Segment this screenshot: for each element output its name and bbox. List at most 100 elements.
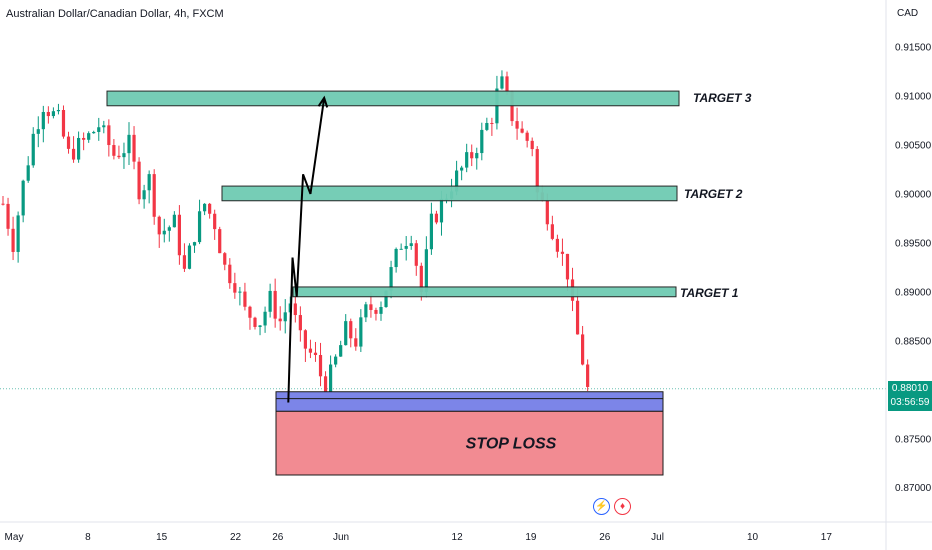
candle-body <box>238 291 242 293</box>
lightning-icon[interactable]: ⚡ <box>593 498 610 515</box>
candle-body <box>172 214 176 228</box>
candle-body <box>490 122 494 124</box>
price-tick-label: 0.91500 <box>895 43 932 54</box>
candle-body <box>182 255 187 269</box>
candle-body <box>56 109 61 112</box>
candle-body <box>87 133 91 140</box>
candle-body <box>213 213 217 230</box>
candle-body <box>298 315 302 331</box>
time-tick-label: 17 <box>821 532 833 543</box>
candle-body <box>258 325 262 327</box>
price-tick-label: 0.87000 <box>895 483 932 494</box>
candle-body <box>318 355 323 377</box>
candle-body <box>389 267 393 291</box>
candle-body <box>575 300 580 335</box>
candle-body <box>137 161 141 200</box>
candle-body <box>293 303 297 316</box>
stop-loss-label: STOP LOSS <box>466 436 557 453</box>
candle-body <box>329 364 333 400</box>
candle-body <box>394 248 398 268</box>
zone-stop-loss <box>275 410 664 476</box>
candle-body <box>535 149 539 193</box>
time-tick-label: 8 <box>85 532 91 543</box>
candle-body <box>66 136 71 149</box>
candle-body <box>127 134 131 154</box>
candle-body <box>404 246 408 249</box>
candle-body <box>41 111 45 130</box>
candle-body <box>545 200 549 225</box>
candle-body <box>132 134 136 162</box>
candle-body <box>97 127 101 132</box>
candle-body <box>82 137 86 140</box>
time-tick-label: 26 <box>272 532 284 543</box>
canada-flag-icon[interactable]: ♦ <box>614 498 631 515</box>
candle-body <box>369 304 373 310</box>
candle-body <box>31 133 35 166</box>
time-tick-label: Jul <box>651 532 664 543</box>
projection-arrowhead <box>317 95 329 108</box>
chart-title: Australian Dollar/Canadian Dollar, 4h, F… <box>6 8 224 20</box>
candle-body <box>414 243 418 266</box>
candle-body <box>92 131 96 134</box>
candle-body <box>455 170 459 192</box>
candle-body <box>485 122 489 130</box>
candle-body <box>228 264 232 284</box>
price-tick-label: 0.89000 <box>895 287 932 298</box>
candle-body <box>313 352 318 356</box>
time-tick-label: 19 <box>525 532 537 543</box>
candle-body <box>11 228 15 252</box>
time-tick-label: 26 <box>599 532 611 543</box>
candle-body <box>1 203 5 205</box>
candle-body <box>323 376 328 400</box>
time-tick-label: 10 <box>747 532 759 543</box>
candle-body <box>500 76 504 89</box>
price-tick-label: 0.88500 <box>895 336 932 347</box>
target-3-label: TARGET 3 <box>693 91 752 105</box>
candle-body <box>21 180 25 216</box>
candle-body <box>177 214 181 256</box>
candle-body <box>162 230 166 235</box>
price-tick-label: 0.90000 <box>895 189 932 200</box>
candle-body <box>243 291 247 307</box>
candle-body <box>208 203 212 214</box>
candles <box>1 70 590 406</box>
current-price-value: 0.88010 <box>891 383 929 394</box>
candle-body <box>253 317 257 327</box>
projection-line <box>287 97 326 403</box>
candle-body <box>555 238 559 252</box>
candle-body <box>197 211 202 243</box>
zone-target-2 <box>221 185 678 202</box>
candle-body <box>283 312 287 322</box>
candle-body <box>71 148 76 160</box>
candle-body <box>167 227 171 231</box>
candle-body <box>460 167 464 171</box>
price-tick-label: 0.91000 <box>895 91 932 102</box>
candle-body <box>278 318 282 322</box>
candle-body <box>152 174 156 217</box>
candle-body <box>384 290 388 308</box>
candle-body <box>36 129 40 134</box>
candle-body <box>374 309 378 314</box>
candle-body <box>520 128 524 133</box>
candle-countdown: 03:56:59 <box>890 397 930 408</box>
candle-body <box>465 152 469 168</box>
candle-body <box>308 348 313 353</box>
zones: TARGET 3 TARGET 2 TARGET 1 STOP LOSS <box>106 90 752 476</box>
candle-body <box>344 321 348 346</box>
candle-body <box>550 224 554 239</box>
candle-body <box>223 253 227 265</box>
candle-body <box>6 203 10 229</box>
candle-body <box>505 76 509 92</box>
candle-body <box>530 140 534 150</box>
candle-body <box>51 111 55 117</box>
projection-arrow <box>287 95 329 403</box>
candle-body <box>268 290 272 312</box>
candle-body <box>379 307 383 314</box>
candle-body <box>263 311 267 326</box>
candle-body <box>142 190 146 200</box>
time-tick-label: Jun <box>333 532 349 543</box>
candle-body <box>439 198 444 223</box>
candle-body <box>102 125 106 128</box>
